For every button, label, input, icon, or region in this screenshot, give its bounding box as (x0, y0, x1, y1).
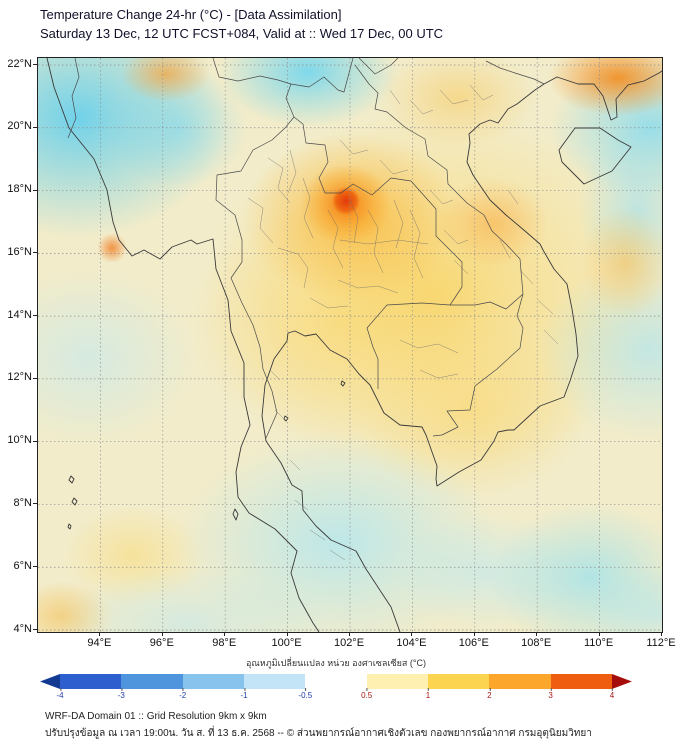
colorbar-segment (60, 674, 122, 689)
y-axis-tick (33, 629, 37, 631)
x-axis-label: 104°E (396, 637, 427, 649)
coastline (46, 58, 662, 632)
y-axis-label: 8°N (13, 496, 32, 509)
x-axis-label: 98°E (212, 637, 237, 649)
colorbar-segment (366, 674, 428, 689)
y-axis-tick (33, 189, 37, 191)
colorbar-tick-label: -2 (179, 688, 187, 700)
y-axis-tick (33, 315, 37, 317)
y-axis-tick (33, 252, 37, 254)
y-axis-label: 10°N (7, 434, 32, 447)
colorbar-ticks: -4 -3 -2 -1 -0.5 0.5 1 2 3 4 (40, 688, 632, 703)
x-axis-label: 94°E (87, 637, 112, 649)
x-axis-label: 102°E (333, 637, 365, 649)
colorbar-tick-label: 3 (548, 688, 553, 700)
x-axis-tick (661, 632, 662, 636)
x-axis-tick (473, 632, 475, 636)
colorbar-segment (121, 674, 183, 689)
colorbar-tick-label: 4 (609, 688, 615, 700)
country-borders-layer (46, 58, 662, 632)
colorbar-arrow-right (611, 674, 632, 689)
colorbar-segment (489, 674, 551, 689)
footer-update-info: ปรับปรุงข้อมูล ณ เวลา 19:00น. วัน ส. ที่… (45, 727, 592, 739)
colorbar-gradient (40, 674, 632, 689)
temperature-change-field (38, 58, 662, 632)
x-axis-label: 112°E (646, 637, 676, 649)
colorbar-segment (182, 674, 244, 689)
y-axis-label: 4°N (13, 622, 32, 635)
x-axis-label: 96°E (149, 637, 174, 649)
x-axis-label: 100°E (271, 637, 302, 649)
latlon-grid (38, 58, 662, 632)
y-axis-tick (33, 64, 37, 65)
province-borders (247, 84, 559, 561)
international-borders (67, 58, 545, 439)
y-axis-tick (33, 566, 37, 568)
page-title: Temperature Change 24-hr (°C) - [Data As… (40, 7, 342, 22)
x-axis-label: 108°E (521, 637, 552, 649)
colorbar-tick-label: -0.5 (298, 688, 313, 700)
colorbar-tick-label: 1 (425, 688, 431, 700)
colorbar-tick-label: 2 (487, 688, 492, 700)
y-axis-label: 16°N (7, 245, 32, 258)
y-axis-label: 20°N (7, 120, 32, 133)
y-axis-label: 18°N (7, 183, 32, 196)
colorbar-segment (243, 674, 306, 689)
x-axis-tick (161, 632, 163, 636)
footer-model-info: WRF-DA Domain 01 :: Grid Resolution 9km … (45, 711, 267, 722)
colorbar: อุณหภูมิเปลี่ยนแปลง หน่วย องศาเซลเซียส (… (40, 656, 632, 703)
colorbar-segment (550, 674, 612, 689)
colorbar-tick-label: -3 (117, 688, 125, 700)
x-axis-tick (286, 632, 288, 636)
page-subtitle: Saturday 13 Dec, 12 UTC FCST+084, Valid … (40, 26, 444, 41)
y-axis-label: 6°N (13, 559, 32, 572)
colorbar-tick-label: -1 (240, 688, 248, 700)
y-axis-label: 22°N (7, 57, 32, 70)
x-axis-tick (598, 632, 600, 636)
y-axis-tick (33, 440, 37, 442)
y-axis-tick (33, 126, 37, 128)
y-axis-tick (33, 377, 37, 379)
y-axis-label: 14°N (7, 308, 32, 321)
y-axis-tick (33, 503, 37, 505)
footer: WRF-DA Domain 01 :: Grid Resolution 9km … (45, 709, 592, 742)
x-axis-label: 106°E (458, 637, 489, 649)
x-axis-tick (349, 632, 350, 636)
colorbar-label: อุณหภูมิเปลี่ยนแปลง หน่วย องศาเซลเซียส (… (246, 658, 426, 668)
x-axis-tick (536, 632, 538, 636)
y-axis-label: 12°N (7, 371, 32, 384)
colorbar-segment (305, 674, 367, 689)
colorbar-tick-label: 0.5 (361, 688, 373, 700)
colorbar-tick-label: -4 (56, 688, 64, 700)
colorbar-segment (427, 674, 490, 689)
x-axis-tick (99, 632, 101, 636)
x-axis-tick (224, 632, 226, 636)
map-frame (37, 57, 663, 633)
colorbar-arrow-left (40, 674, 60, 689)
x-axis-label: 110°E (583, 637, 614, 649)
x-axis-tick (411, 632, 413, 636)
